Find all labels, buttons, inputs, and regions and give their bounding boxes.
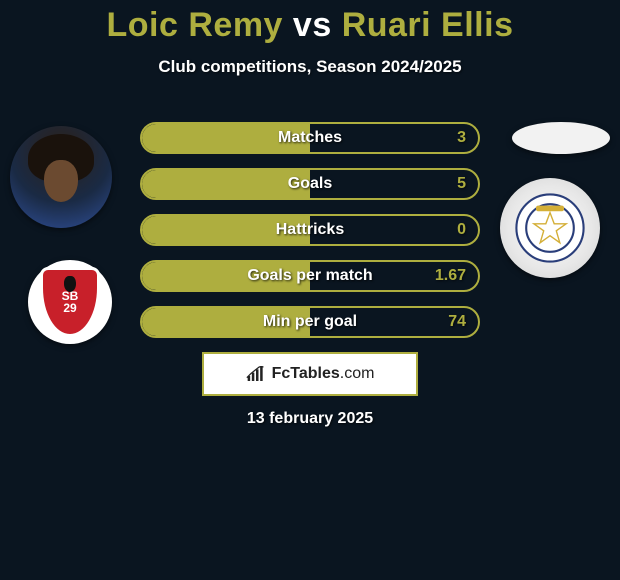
stat-value-right: 0: [457, 216, 466, 244]
stat-label: Goals: [142, 170, 478, 198]
player2-name: Ruari Ellis: [342, 6, 514, 44]
stat-label: Hattricks: [142, 216, 478, 244]
club1-code-bottom: 29: [63, 302, 76, 314]
player1-club-badge: SB 29: [28, 260, 112, 344]
stat-pill: Goals5: [140, 168, 480, 200]
stat-label: Min per goal: [142, 308, 478, 336]
stat-pill: Goals per match1.67: [140, 260, 480, 292]
club2-crest-icon: [515, 193, 585, 263]
brand-badge[interactable]: FcTables.com: [202, 352, 418, 396]
brand-domain: .com: [340, 365, 375, 382]
player2-avatar: [512, 122, 610, 154]
vs-separator: vs: [293, 6, 332, 44]
brand-name: FcTables: [272, 365, 340, 382]
stat-value-right: 74: [448, 308, 466, 336]
player1-name: Loic Remy: [107, 6, 283, 44]
brand-text: FcTables.com: [272, 365, 375, 383]
stat-label: Matches: [142, 124, 478, 152]
stat-pill: Min per goal74: [140, 306, 480, 338]
stat-value-right: 1.67: [435, 262, 466, 290]
stat-label: Goals per match: [142, 262, 478, 290]
player2-club-badge: [500, 178, 600, 278]
subtitle: Club competitions, Season 2024/2025: [0, 57, 620, 77]
stat-pill: Hattricks0: [140, 214, 480, 246]
page-title: Loic Remy vs Ruari Ellis: [0, 6, 620, 45]
stat-value-right: 3: [457, 124, 466, 152]
stat-value-right: 5: [457, 170, 466, 198]
barchart-icon: [246, 366, 266, 382]
stat-pill: Matches3: [140, 122, 480, 154]
club1-shield-icon: SB 29: [40, 267, 100, 337]
stats-panel: Matches3 Goals5 Hattricks0 Goals per match1…: [140, 122, 480, 352]
player1-avatar: [10, 126, 112, 228]
date-stamp: 13 february 2025: [0, 410, 620, 428]
